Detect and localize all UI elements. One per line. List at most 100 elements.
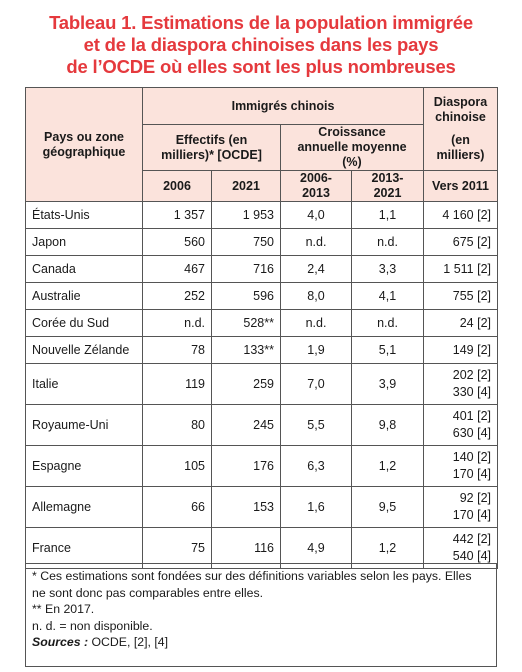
cell-diaspora-line2: 630 [4] bbox=[452, 426, 491, 440]
cell-2021: 133** bbox=[211, 336, 281, 364]
cell-diaspora-line1: 140 [2] bbox=[452, 450, 491, 464]
table-row: Australie 252 596 8,0 4,1 755 [2] bbox=[25, 282, 498, 310]
cell-diaspora: 755 [2] bbox=[423, 282, 498, 310]
cell-growth-2013-2021: 3,3 bbox=[351, 255, 424, 283]
sources-text: OCDE, [2], [4] bbox=[88, 635, 169, 649]
header-croissance-label: Croissance annuelle moyenne (%) bbox=[297, 125, 407, 169]
cell-growth-2006-2013: 6,3 bbox=[280, 445, 352, 487]
title-line-2: et de la diaspora chinoises dans les pay… bbox=[83, 34, 439, 55]
cell-2021: 245 bbox=[211, 404, 281, 446]
header-2021: 2021 bbox=[211, 170, 281, 202]
cell-country: Australie bbox=[25, 282, 143, 310]
cell-diaspora-line2: 170 [4] bbox=[452, 508, 491, 522]
cell-diaspora: 4 160 [2] bbox=[423, 201, 498, 229]
cell-growth-2006-2013: 5,5 bbox=[280, 404, 352, 446]
cell-diaspora: 140 [2] 170 [4] bbox=[423, 445, 498, 487]
cell-2006: 119 bbox=[142, 363, 212, 405]
sources-label: Sources : bbox=[32, 635, 89, 649]
cell-growth-2006-2013: 1,9 bbox=[280, 336, 352, 364]
cell-diaspora: 442 [2] 540 [4] bbox=[423, 527, 498, 569]
cell-growth-2013-2021: 3,9 bbox=[351, 363, 424, 405]
cell-2021: 750 bbox=[211, 228, 281, 256]
cell-growth-2006-2013: 2,4 bbox=[280, 255, 352, 283]
table-row: Canada 467 716 2,4 3,3 1 511 [2] bbox=[25, 255, 498, 283]
cell-country: Corée du Sud bbox=[25, 309, 143, 337]
header-effectifs-label: Effectifs (en milliers)* [OCDE] bbox=[161, 132, 262, 162]
table-row: France 75 116 4,9 1,2 442 [2] 540 [4] bbox=[25, 527, 498, 569]
cell-growth-2013-2021: 1,1 bbox=[351, 201, 424, 229]
cell-diaspora-line2: 330 [4] bbox=[452, 385, 491, 399]
cell-country: Nouvelle Zélande bbox=[25, 336, 143, 364]
cell-growth-2006-2013: 4,0 bbox=[280, 201, 352, 229]
cell-2021: 153 bbox=[211, 486, 281, 528]
cell-growth-2013-2021: 4,1 bbox=[351, 282, 424, 310]
cell-growth-2006-2013: 1,6 bbox=[280, 486, 352, 528]
cell-growth-2013-2021: 1,2 bbox=[351, 445, 424, 487]
table-row: Italie 119 259 7,0 3,9 202 [2] 330 [4] bbox=[25, 363, 498, 405]
cell-growth-2013-2021: 9,5 bbox=[351, 486, 424, 528]
title-line-3: de l’OCDE où elles sont les plus nombreu… bbox=[66, 56, 456, 77]
cell-country: Allemagne bbox=[25, 486, 143, 528]
header-2013-2021: 2013-2021 bbox=[351, 170, 424, 202]
cell-diaspora-line1: 202 [2] bbox=[452, 368, 491, 382]
title-line-1: Tableau 1. Estimations de la population … bbox=[49, 12, 473, 33]
cell-growth-2006-2013: n.d. bbox=[280, 228, 352, 256]
header-vers-2011: Vers 2011 bbox=[423, 170, 498, 202]
cell-2006: n.d. bbox=[142, 309, 212, 337]
cell-diaspora: 149 [2] bbox=[423, 336, 498, 364]
header-country-label: Pays ou zone géographique bbox=[42, 129, 126, 159]
cell-growth-2006-2013: 8,0 bbox=[280, 282, 352, 310]
cell-country: Royaume-Uni bbox=[25, 404, 143, 446]
cell-2021: 1 953 bbox=[211, 201, 281, 229]
table-row: Allemagne 66 153 1,6 9,5 92 [2] 170 [4] bbox=[25, 486, 498, 528]
header-diaspora-line1: Diaspora bbox=[433, 95, 488, 109]
header-diaspora: Diaspora chinoise (en milliers) bbox=[423, 87, 498, 171]
footnote-line-3: ** En 2017. bbox=[32, 602, 95, 616]
header-2006: 2006 bbox=[142, 170, 212, 202]
cell-growth-2013-2021: n.d. bbox=[351, 309, 424, 337]
cell-2006: 252 bbox=[142, 282, 212, 310]
cell-diaspora: 24 [2] bbox=[423, 309, 498, 337]
header-immigres-group: Immigrés chinois bbox=[142, 87, 424, 125]
table-row: Espagne 105 176 6,3 1,2 140 [2] 170 [4] bbox=[25, 445, 498, 487]
cell-country: Espagne bbox=[25, 445, 143, 487]
cell-2006: 105 bbox=[142, 445, 212, 487]
cell-growth-2013-2021: 9,8 bbox=[351, 404, 424, 446]
cell-2006: 66 bbox=[142, 486, 212, 528]
cell-2021: 528** bbox=[211, 309, 281, 337]
cell-growth-2006-2013: 4,9 bbox=[280, 527, 352, 569]
cell-country: France bbox=[25, 527, 143, 569]
footnote-line-1: * Ces estimations sont fondées sur des d… bbox=[32, 569, 472, 583]
cell-2006: 78 bbox=[142, 336, 212, 364]
header-diaspora-unit: (en milliers) bbox=[436, 133, 485, 162]
cell-2006: 560 bbox=[142, 228, 212, 256]
cell-2021: 176 bbox=[211, 445, 281, 487]
table-title: Tableau 1. Estimations de la population … bbox=[0, 12, 522, 78]
table-footnote: * Ces estimations sont fondées sur des d… bbox=[25, 563, 497, 667]
header-diaspora-line2: chinoise bbox=[435, 110, 486, 124]
table-row: Corée du Sud n.d. 528** n.d. n.d. 24 [2] bbox=[25, 309, 498, 337]
cell-diaspora-line1: 442 [2] bbox=[452, 532, 491, 546]
header-2006-2013: 2006-2013 bbox=[280, 170, 352, 202]
cell-growth-2013-2021: 5,1 bbox=[351, 336, 424, 364]
header-croissance: Croissance annuelle moyenne (%) bbox=[280, 124, 424, 171]
footnote-sources: Sources : OCDE, [2], [4] bbox=[32, 634, 490, 651]
cell-diaspora-line2: 540 [4] bbox=[452, 549, 491, 563]
table-row: Royaume-Uni 80 245 5,5 9,8 401 [2] 630 [… bbox=[25, 404, 498, 446]
cell-2006: 467 bbox=[142, 255, 212, 283]
cell-diaspora: 675 [2] bbox=[423, 228, 498, 256]
cell-2006: 75 bbox=[142, 527, 212, 569]
cell-country: Canada bbox=[25, 255, 143, 283]
cell-diaspora-line1: 92 [2] bbox=[459, 491, 491, 505]
cell-diaspora-line2: 170 [4] bbox=[452, 467, 491, 481]
cell-2021: 716 bbox=[211, 255, 281, 283]
table-row: États-Unis 1 357 1 953 4,0 1,1 4 160 [2] bbox=[25, 201, 498, 229]
cell-2006: 80 bbox=[142, 404, 212, 446]
cell-diaspora-line1: 401 [2] bbox=[452, 409, 491, 423]
cell-2006: 1 357 bbox=[142, 201, 212, 229]
cell-2021: 596 bbox=[211, 282, 281, 310]
footnote-line-4: n. d. = non disponible. bbox=[32, 618, 153, 633]
cell-diaspora: 401 [2] 630 [4] bbox=[423, 404, 498, 446]
cell-growth-2013-2021: n.d. bbox=[351, 228, 424, 256]
cell-country: Japon bbox=[25, 228, 143, 256]
